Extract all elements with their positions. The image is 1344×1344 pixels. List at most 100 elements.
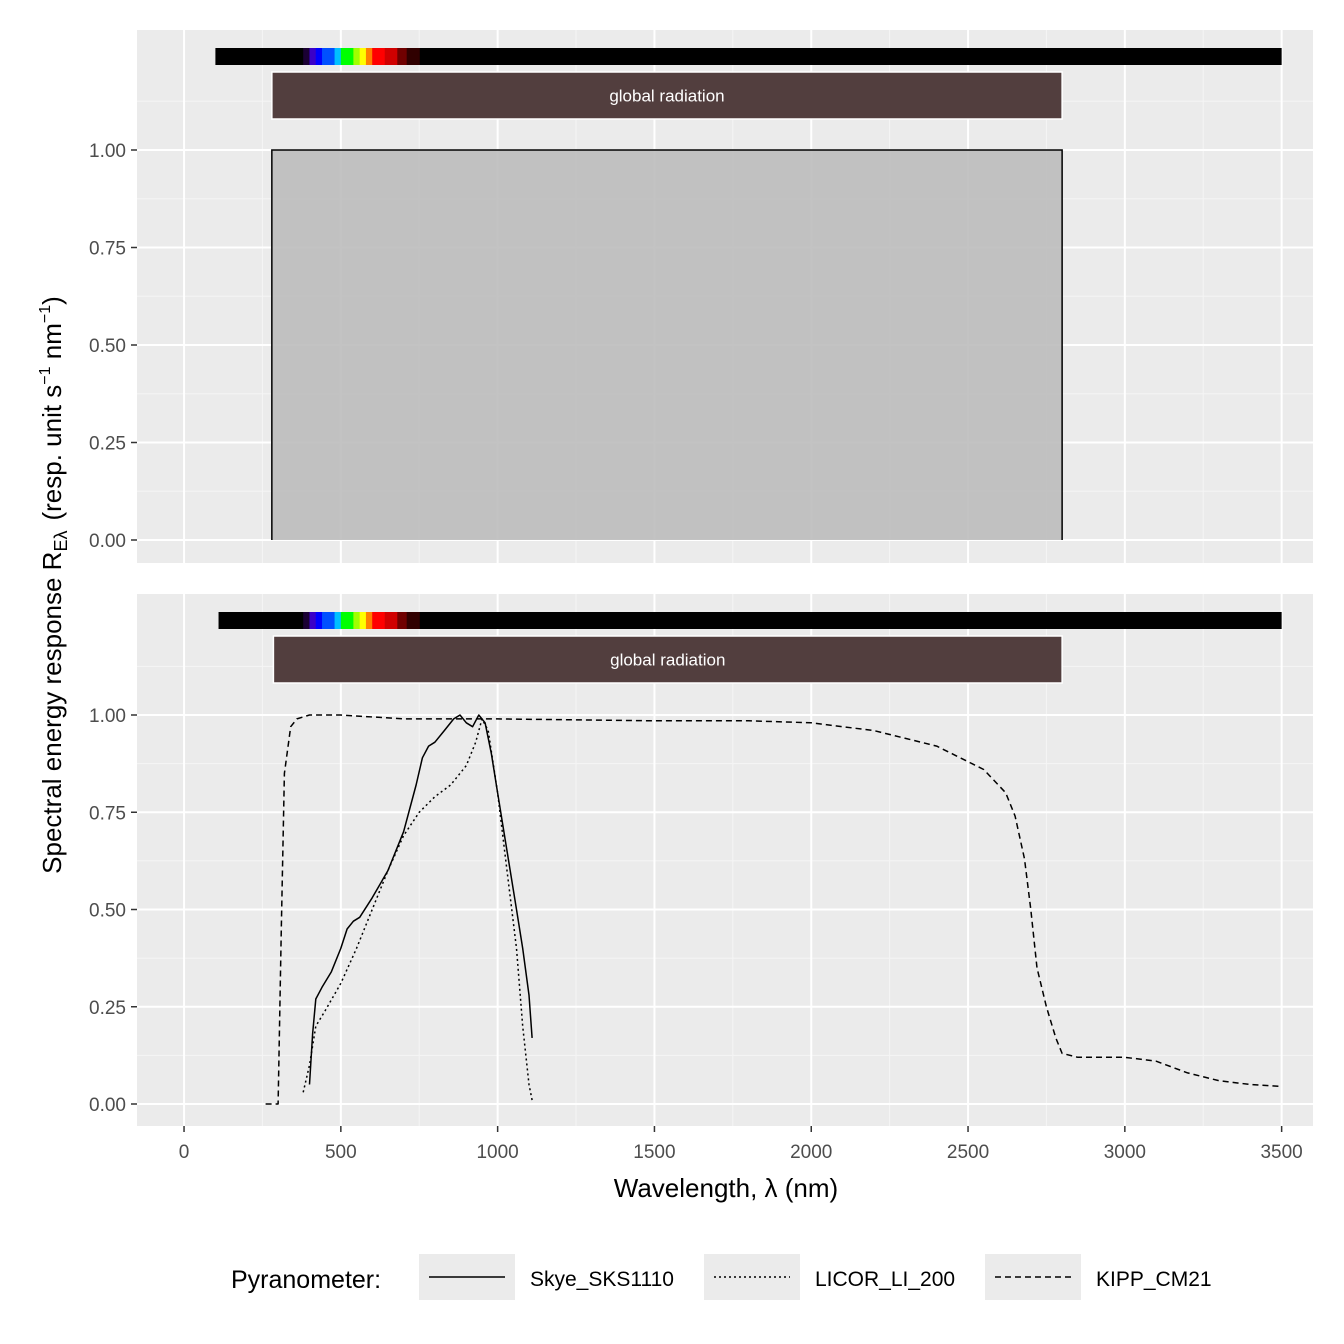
- spectrum-segment: [391, 612, 395, 629]
- spectrum-segment: [334, 48, 339, 65]
- y-tick-label: 0.75: [89, 803, 126, 824]
- spectrum-segment: [303, 48, 307, 65]
- spectrum-segment: [315, 48, 320, 65]
- spectrum-segment: [362, 612, 367, 629]
- spectrum-segment: [350, 612, 354, 629]
- spectrum-segment: [328, 48, 332, 65]
- spectrum-segment: [337, 48, 342, 65]
- spectrum-segment: [387, 48, 392, 65]
- x-tick-label: 1500: [633, 1142, 675, 1163]
- legend-label: LICOR_LI_200: [815, 1268, 955, 1291]
- y-axis-title: Spectral energy response REλ (resp. unit …: [37, 296, 71, 874]
- spectrum-segment: [322, 48, 326, 65]
- spectrum-segment: [306, 612, 310, 629]
- spectrum-segment: [343, 612, 348, 629]
- spectrum-segment: [375, 48, 379, 65]
- spectrum-segment: [334, 612, 339, 629]
- y-tick-label: 1.00: [89, 706, 126, 727]
- spectrum-segment: [365, 48, 370, 65]
- y-tick-label: 0.50: [89, 336, 126, 357]
- x-tick-label: 3000: [1104, 1142, 1146, 1163]
- x-axis: 0 500 1000 1500 2000 2500 3000 3500: [179, 1126, 1303, 1163]
- spectrum-segment: [372, 612, 376, 629]
- y-tick-label: 0.00: [89, 531, 126, 552]
- spectrum-segment: [325, 612, 329, 629]
- spectrum-segment: [381, 48, 386, 65]
- legend-label: KIPP_CM21: [1096, 1268, 1212, 1291]
- response-area-outline: [271, 149, 1063, 540]
- spectrum-segment: [391, 48, 395, 65]
- band-label: global radiation: [610, 651, 725, 670]
- spectrum-segment: [365, 612, 370, 629]
- spectrum-segment: [312, 612, 317, 629]
- spectrum-segment: [412, 612, 417, 629]
- y-axis-title-units-mid: nm: [37, 323, 67, 366]
- spectrum-segment: [394, 612, 398, 629]
- spectrum-segment: [347, 612, 351, 629]
- y-axis-title-main: Spectral energy response R: [37, 552, 67, 874]
- x-tick-label: 2000: [790, 1142, 832, 1163]
- y-axis-title-subscript: Eλ: [51, 531, 71, 552]
- spectrum-segment: [347, 48, 351, 65]
- spectrum-segment: [337, 612, 342, 629]
- spectrum-color-bar: [218, 612, 1282, 629]
- spectrum-segment: [318, 48, 323, 65]
- spectrum-segment: [384, 48, 389, 65]
- spectrum-segment: [403, 48, 408, 65]
- panel-top: 0.00 0.25 0.50 0.75 1.00 global radiation: [89, 30, 1313, 563]
- x-tick-label: 500: [325, 1142, 357, 1163]
- y-axis-title-units-open: (resp. unit s: [37, 385, 67, 521]
- spectrum-segment: [328, 612, 332, 629]
- x-tick-label: 3500: [1260, 1142, 1302, 1163]
- spectrum-segment: [309, 48, 314, 65]
- spectrum-segment: [400, 48, 405, 65]
- spectrum-segment: [318, 612, 323, 629]
- spectrum-segment: [378, 48, 383, 65]
- spectrum-segment: [340, 612, 345, 629]
- spectrum-segment: [400, 612, 405, 629]
- spectrum-segment: [359, 48, 364, 65]
- spectrum-segment: [312, 48, 317, 65]
- spectrum-segment: [315, 612, 320, 629]
- spectrum-segment: [322, 612, 326, 629]
- spectrum-segment: [409, 612, 414, 629]
- band-label: global radiation: [609, 87, 724, 106]
- y-tick-label: 0.75: [89, 239, 126, 260]
- y-tick-label: 0.00: [89, 1095, 126, 1116]
- spectrum-segment: [331, 48, 336, 65]
- spectrum-segment: [303, 612, 307, 629]
- spectrum-segment: [381, 612, 386, 629]
- spectrum-segment: [397, 48, 401, 65]
- y-axis-title-sup1: −1: [37, 366, 54, 384]
- series-line-kipp-cm21: [265, 714, 1282, 1105]
- spectrum-segment: [340, 48, 345, 65]
- spectrum-segment: [350, 48, 354, 65]
- spectrum-segment: [359, 612, 364, 629]
- spectrum-segment: [353, 612, 358, 629]
- y-tick-label: 1.00: [89, 141, 126, 162]
- series-line-licor-li-200: [302, 718, 533, 1101]
- spectrum-segment: [343, 48, 348, 65]
- spectrum-segment: [372, 48, 376, 65]
- band-box: [271, 71, 1063, 120]
- legend-title: Pyranometer:: [231, 1266, 381, 1294]
- x-tick-label: 0: [179, 1142, 190, 1163]
- spectrum-segment: [378, 612, 383, 629]
- spectrum-segment: [409, 48, 414, 65]
- y-axis-title-units-close: ): [37, 296, 67, 305]
- series-line-skye-sks1110: [308, 714, 533, 1085]
- spectrum-segment: [375, 612, 379, 629]
- spectrum-segment: [369, 48, 373, 65]
- legend-label: Skye_SKS1110: [530, 1268, 674, 1291]
- legend: Pyranometer: Skye_SKS1110 LICOR_LI_200 KIP…: [231, 1254, 1212, 1300]
- x-tick-label: 1000: [476, 1142, 518, 1163]
- spectrum-segment: [384, 612, 389, 629]
- spectrum-segment: [394, 48, 398, 65]
- spectrum-segment: [306, 48, 310, 65]
- spectrum-segment: [406, 48, 411, 65]
- panel-bottom: 0.00 0.25 0.50 0.75 1.00 global radiation: [89, 594, 1313, 1126]
- spectrum-segment: [416, 612, 420, 629]
- spectrum-segment: [325, 48, 329, 65]
- spectrum-segment: [356, 612, 361, 629]
